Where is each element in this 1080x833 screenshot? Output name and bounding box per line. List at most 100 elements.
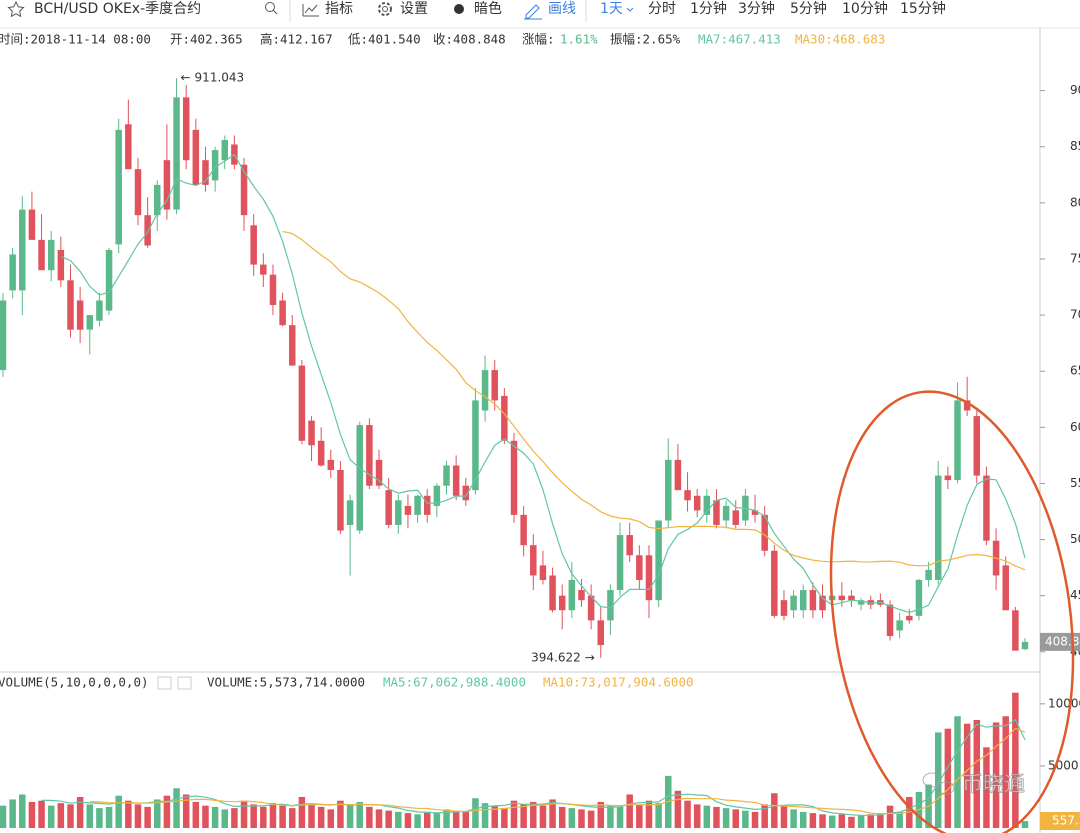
search-icon[interactable]	[265, 2, 275, 12]
volume-bar	[693, 804, 701, 828]
low-arrow: →	[585, 650, 595, 664]
candle-body	[693, 495, 701, 511]
candle-body	[1012, 610, 1019, 651]
candle-body	[645, 555, 653, 601]
toolbar-item[interactable]: 画线	[548, 1, 576, 17]
interval[interactable]: 分时	[648, 1, 676, 17]
y-tick-label: 650	[1070, 364, 1080, 378]
y-tick-label: 450	[1070, 588, 1080, 602]
volume-info-ma5: MA5:67,062,988.4000	[383, 675, 526, 690]
candle-body	[404, 505, 412, 515]
volume-bar	[713, 806, 720, 828]
volume-bar	[443, 809, 450, 828]
volume-bar	[636, 804, 643, 828]
candle-body	[983, 475, 990, 541]
candle-body	[125, 124, 132, 170]
highlight-circle	[829, 390, 1075, 833]
interval[interactable]: 1天	[600, 1, 623, 17]
volume-bar	[423, 811, 431, 828]
volume-ma-line	[41, 718, 1026, 816]
candle-body	[597, 620, 605, 646]
interval[interactable]: 15分钟	[900, 0, 946, 17]
volume-bar	[47, 805, 55, 828]
toolbar-item[interactable]: 指标	[325, 1, 353, 17]
candle-body	[539, 565, 547, 580]
candle-body	[481, 370, 489, 411]
volume-bar	[616, 806, 624, 828]
volume-bar	[404, 813, 412, 828]
candle-body	[587, 595, 595, 621]
icon-button[interactable]	[177, 676, 192, 690]
toolbar-item[interactable]: 设置	[400, 1, 428, 17]
volume-bar	[279, 805, 286, 828]
volume-tick-label: 5000	[1048, 758, 1079, 772]
candle-body	[356, 425, 363, 531]
volume-bar	[530, 801, 537, 828]
toolbar-item[interactable]: 暗色	[474, 0, 502, 17]
candle-body	[144, 215, 151, 246]
symbol[interactable]: BCH/USD OKEx-季度合约	[34, 1, 201, 17]
candle-body	[115, 129, 122, 245]
interval[interactable]: 10分钟	[842, 0, 888, 17]
candle-body	[626, 535, 633, 556]
candle-body	[857, 600, 865, 605]
candle-body	[182, 97, 190, 161]
interval[interactable]: 5分钟	[790, 0, 827, 17]
candle-body	[134, 169, 142, 216]
icon-button[interactable]	[157, 676, 172, 690]
volume-bar	[867, 814, 874, 828]
candle-body	[636, 555, 643, 580]
candle-body	[799, 590, 807, 611]
volume-bar	[877, 813, 884, 828]
candle-body	[433, 485, 441, 506]
candle-body	[703, 495, 711, 515]
candle-body	[96, 300, 103, 321]
volume-bar	[587, 810, 595, 828]
volume-bar	[809, 813, 817, 828]
candle-body	[47, 239, 55, 271]
settings-icon	[378, 2, 392, 16]
candle-body	[616, 535, 624, 591]
candle-body	[809, 590, 817, 611]
y-tick-label: 400	[1070, 644, 1080, 658]
volume-bar	[337, 800, 344, 828]
volume-bar	[761, 804, 768, 828]
candle-body	[1021, 641, 1029, 650]
info-time: 时间:2018-11-14 08:00	[0, 32, 151, 47]
volume-bar	[192, 801, 200, 828]
y-tick-label: 500	[1070, 532, 1080, 546]
favorite-icon[interactable]	[7, 0, 25, 18]
candle-body	[925, 569, 932, 580]
volume-info-title: VOLUME(5,10,0,0,0,0)	[0, 675, 149, 690]
interval[interactable]: 1分钟	[690, 0, 727, 17]
candle-body	[771, 550, 778, 616]
volume-bar	[9, 799, 16, 828]
info-close: 收:408.848	[433, 32, 506, 47]
low-label: 394.622	[531, 650, 581, 664]
candle-body	[578, 590, 585, 601]
volume-bar	[510, 800, 518, 828]
info-row: 时间:2018-11-14 08:00 开:402.365 高:412.167 低:4…	[0, 32, 885, 690]
last-price-box	[1040, 632, 1080, 651]
volume-bar	[260, 806, 267, 828]
volume-bar	[250, 804, 257, 828]
candle-body	[558, 595, 566, 611]
volume-bar	[751, 811, 759, 828]
volume-bar	[28, 801, 36, 828]
interval[interactable]: 3分钟	[738, 0, 775, 17]
candle-body	[375, 459, 383, 486]
candle-body	[973, 416, 981, 476]
volume-bar	[549, 799, 556, 828]
info-ma7: MA7:467.413	[698, 32, 781, 47]
candle-body	[848, 595, 855, 601]
volume-bar	[86, 804, 94, 828]
volume-bar	[828, 815, 836, 828]
volume-bar	[520, 804, 527, 828]
volume-bar	[703, 805, 711, 828]
volume-bar	[799, 811, 807, 828]
candle-body	[0, 300, 7, 371]
info-change: 1.61%	[560, 32, 598, 47]
candle-body	[1002, 565, 1009, 611]
volume-bar	[462, 811, 470, 828]
price-ma-line	[60, 153, 1026, 614]
